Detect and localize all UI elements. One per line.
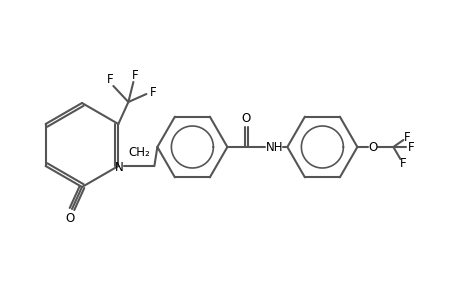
- Text: O: O: [65, 212, 74, 224]
- Text: F: F: [132, 68, 138, 82]
- Text: F: F: [407, 140, 414, 154]
- Text: NH: NH: [265, 140, 282, 154]
- Text: O: O: [241, 112, 251, 124]
- Text: F: F: [150, 85, 157, 98]
- Text: O: O: [368, 140, 377, 154]
- Text: F: F: [107, 73, 113, 85]
- Text: CH₂: CH₂: [128, 146, 150, 159]
- Text: F: F: [403, 130, 410, 143]
- Text: N: N: [115, 160, 123, 173]
- Text: F: F: [399, 157, 406, 169]
